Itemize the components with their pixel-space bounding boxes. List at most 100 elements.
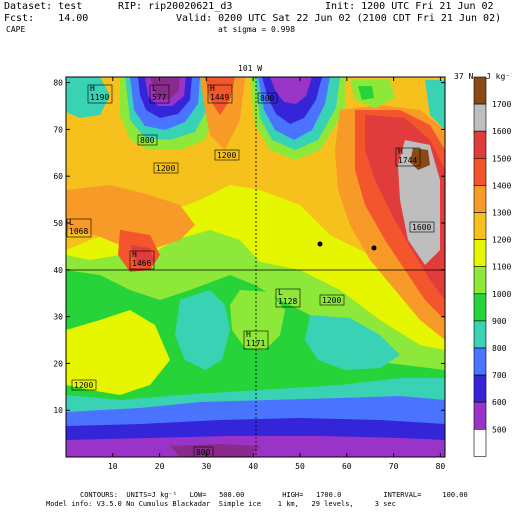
extremum-symbol: H <box>132 250 137 259</box>
contour-label: 800 <box>257 92 278 104</box>
extremum-symbol: H <box>398 147 403 156</box>
extremum-symbol: L <box>152 84 157 93</box>
y-tick-label: 70 <box>53 125 63 134</box>
extremum-value: 1190 <box>90 93 109 102</box>
contour-info: CONTOURS: UNITS=J kg⁻¹ LOW= 500.00 HIGH=… <box>80 491 468 499</box>
extremum-symbol: H <box>246 330 251 339</box>
contour-label: 1200 <box>71 379 97 391</box>
x-tick-label: 50 <box>295 462 305 471</box>
legend-swatch <box>473 347 487 376</box>
legend-swatch <box>473 212 487 240</box>
axis-ticks: 10 20 30 40 50 60 70 80 10 20 30 40 50 60 70 80 <box>53 77 445 471</box>
extremum-symbol: H <box>210 84 215 93</box>
contour-value: 800 <box>140 136 155 145</box>
legend-label: 1200 <box>492 236 511 245</box>
contour-value: 1600 <box>412 223 431 232</box>
legend-label: 1700 <box>492 100 511 109</box>
extremum-value: 1466 <box>132 259 151 268</box>
extremum-symbol: L <box>69 218 74 227</box>
legend-swatch <box>473 158 487 186</box>
y-tick-label: 40 <box>53 266 63 275</box>
x-tick-label: 80 <box>436 462 446 471</box>
top-longitude-label: 101 W <box>238 64 263 73</box>
model-info: Model info: V3.5.0 No Cumulus Blackadar … <box>46 500 396 508</box>
extremum-value: 1128 <box>278 297 297 306</box>
extremum-value: 577 <box>152 93 167 102</box>
legend-label: 1500 <box>492 154 511 163</box>
y-tick-label: 60 <box>53 172 63 181</box>
x-tick-label: 70 <box>389 462 399 471</box>
legend-label: 800 <box>492 344 507 353</box>
legend-swatch <box>473 130 487 159</box>
extremum-symbol: H <box>90 84 95 93</box>
legend-label: 900 <box>492 317 507 326</box>
contour-label: 1600 <box>409 221 435 233</box>
init-label: Init: 1200 UTC Fri 21 Jun 02 <box>325 1 494 12</box>
legend-swatch <box>473 76 487 105</box>
legend-label: 700 <box>492 371 507 380</box>
legend-label: 1000 <box>492 290 511 299</box>
legend-label: 600 <box>492 398 507 407</box>
contour-value: 1200 <box>322 296 341 305</box>
legend-swatch <box>473 185 487 213</box>
x-tick-label: 20 <box>155 462 165 471</box>
legend-swatch <box>473 320 487 349</box>
contour-label: 1200 <box>319 294 345 306</box>
contour-value: 1200 <box>217 151 236 160</box>
legend-swatch <box>473 266 487 295</box>
color-legend: 1700 1600 1500 1400 1300 1200 1100 1000 900 800 70… <box>473 76 511 457</box>
y-tick-label: 50 <box>53 219 63 228</box>
legend-swatch <box>473 293 487 322</box>
extremum-symbol: L <box>278 288 283 297</box>
field-name: CAPE <box>6 25 26 34</box>
legend-swatch <box>473 239 487 268</box>
legend-label: 1300 <box>492 209 511 218</box>
y-tick-label: 10 <box>53 406 63 415</box>
legend-swatch <box>473 428 487 457</box>
right-latitude-label: 37 N <box>454 72 474 81</box>
extremum-value: 1171 <box>246 339 265 348</box>
rip-label: RIP: rip20020621_d3 <box>118 1 233 12</box>
legend-units: J kg⁻¹ <box>486 72 512 81</box>
dataset-label: Dataset: test <box>4 1 83 12</box>
contour-label: 800 <box>137 134 158 146</box>
x-tick-label: 40 <box>248 462 258 471</box>
contour-value: 800 <box>196 448 211 457</box>
legend-label: 1400 <box>492 181 511 190</box>
x-tick-label: 30 <box>202 462 212 471</box>
contour-value: 1200 <box>74 381 93 390</box>
contour-value: 800 <box>260 94 275 103</box>
y-tick-label: 30 <box>53 313 63 322</box>
valid-label: Valid: 0200 UTC Sat 22 Jun 02 (2100 CDT … <box>176 13 502 24</box>
y-tick-label: 80 <box>53 79 63 88</box>
x-tick-label: 10 <box>108 462 118 471</box>
fcst-label: Fcst: 14.00 <box>4 13 89 24</box>
legend-label: 1100 <box>492 263 511 272</box>
legend-swatch <box>473 103 487 132</box>
contour-label: 1200 <box>214 149 240 161</box>
legend-swatch <box>473 401 487 430</box>
extremum-value: 1744 <box>398 156 417 165</box>
y-tick-label: 20 <box>53 359 63 368</box>
legend-label: 500 <box>492 425 507 434</box>
legend-swatch <box>473 374 487 403</box>
legend-label: 1600 <box>492 127 511 136</box>
x-tick-label: 60 <box>342 462 352 471</box>
extremum-value: 1068 <box>69 227 88 236</box>
sigma-label: at sigma = 0.998 <box>218 25 296 34</box>
contour-label: 800 <box>193 446 214 458</box>
filled-contours <box>66 77 445 457</box>
contour-value: 1200 <box>156 164 175 173</box>
contour-label: 1200 <box>153 162 179 174</box>
extremum-value: 1449 <box>210 93 229 102</box>
